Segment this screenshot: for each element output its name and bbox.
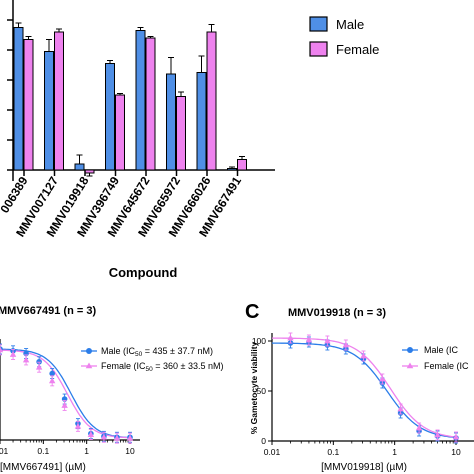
bar-female	[54, 31, 64, 171]
panel-c-yticks: 0 50 100	[252, 336, 272, 446]
data-point	[342, 341, 350, 348]
legend-label-female-c: Female (IC	[424, 361, 469, 371]
data-point	[126, 434, 134, 441]
data-point	[452, 433, 460, 440]
legend-label-female-b: Female (IC50 = 360 ± 33.5 nM)	[101, 361, 223, 373]
xtick-label: 0.1	[37, 446, 49, 456]
data-point	[36, 358, 42, 365]
xtick-label: 1	[392, 447, 397, 457]
bar-chart-yticks	[7, 19, 13, 171]
data-point	[87, 431, 95, 437]
panel-b-title: MMV667491 (n = 3)	[0, 305, 96, 317]
bar-female	[84, 169, 95, 174]
panel-c-legend: Male (IC Female (IC	[402, 345, 469, 371]
data-point	[61, 402, 68, 408]
bar-female	[23, 39, 34, 171]
bar-chart-xlabel: Compound	[109, 265, 178, 280]
legend-swatch-male	[309, 16, 328, 32]
panel-b-xticks: 0.01 0.1 1 10	[0, 440, 135, 456]
panel-b-legend: Male (IC50 = 435 ± 37.7 nM) Female (IC50…	[81, 346, 223, 373]
data-point	[49, 370, 55, 377]
xtick-label: 0.01	[264, 447, 281, 457]
legend-label-male-c: Male (IC	[424, 345, 459, 355]
data-point	[360, 352, 367, 359]
legend-marker-female-b	[85, 362, 93, 369]
data-point	[434, 431, 441, 438]
fit-curve	[0, 349, 130, 439]
bar-male	[105, 63, 115, 171]
xtick-label: 0.01	[0, 446, 9, 456]
bar-chart-legend: Male Female	[309, 16, 379, 57]
xtick-label: 10	[451, 447, 461, 457]
legend-marker-male-b	[86, 348, 92, 354]
data-point	[9, 351, 17, 357]
panel-c-letter: C	[245, 301, 259, 323]
bar-male	[74, 163, 85, 171]
data-point	[324, 337, 331, 344]
bar-male	[196, 72, 207, 171]
panel-c-points	[287, 332, 460, 444]
panel-c-xlabel: [MMV019918] (µM)	[321, 462, 407, 473]
data-point	[397, 405, 404, 412]
ytick-label: 100	[252, 336, 266, 346]
legend-label-male: Male	[336, 17, 364, 32]
xtick-label: 0.1	[327, 447, 339, 457]
data-point	[48, 377, 56, 384]
panel-c-ylabel: % Gametocyte viability	[249, 341, 259, 434]
data-point	[35, 363, 43, 370]
bar-male	[13, 27, 24, 171]
legend-marker-male-c	[407, 347, 413, 353]
data-point	[379, 375, 386, 382]
bar-female	[206, 31, 217, 171]
panel-c-xticks: 0.01 0.1 1 10	[264, 441, 461, 457]
ytick-label: 0	[261, 436, 266, 446]
bar-chart-category-labels: 006389MMV007127MMV019918MMV396749MMV6456…	[0, 174, 244, 239]
bar-chart-marks	[13, 22, 247, 177]
fit-curve	[0, 348, 131, 439]
bar-chart: 006389MMV007127MMV019918MMV396749MMV6456…	[0, 0, 379, 280]
bar-female	[176, 96, 186, 171]
data-point	[415, 424, 423, 431]
panel-b-points	[0, 343, 134, 444]
legend-marker-female-c	[406, 362, 414, 369]
bar-female	[237, 159, 247, 171]
data-point	[287, 334, 294, 341]
ytick-label: 50	[257, 386, 267, 396]
fit-curve	[272, 342, 457, 439]
data-point	[74, 422, 82, 429]
legend-label-female: Female	[336, 42, 379, 57]
data-point	[0, 346, 4, 353]
data-point	[100, 433, 108, 440]
legend-swatch-female	[309, 41, 328, 57]
bar-male	[166, 73, 176, 171]
panel-c-axes	[271, 333, 474, 442]
bar-female	[145, 37, 156, 171]
legend-label-male-b: Male (IC50 = 435 ± 37.7 nM)	[101, 346, 213, 358]
panel-b-xlabel: [MMV667491] (µM)	[0, 462, 86, 473]
panel-c: C MMV019918 (n = 3) % Gametocyte viabili…	[245, 301, 474, 473]
panel-b: MMV667491 (n = 3) 0.01 0.1 1 10 [MMV667491]…	[0, 305, 223, 473]
bar-male	[44, 51, 54, 171]
bar-male	[227, 168, 237, 171]
panel-c-title: MMV019918 (n = 3)	[288, 307, 386, 319]
panel-b-curves	[0, 348, 131, 439]
data-point	[305, 336, 313, 343]
bar-male	[135, 30, 146, 171]
xtick-label: 10	[125, 446, 135, 456]
bar-female	[115, 94, 125, 171]
data-point	[113, 434, 121, 441]
xtick-label: 1	[84, 446, 89, 456]
data-point	[22, 356, 30, 363]
